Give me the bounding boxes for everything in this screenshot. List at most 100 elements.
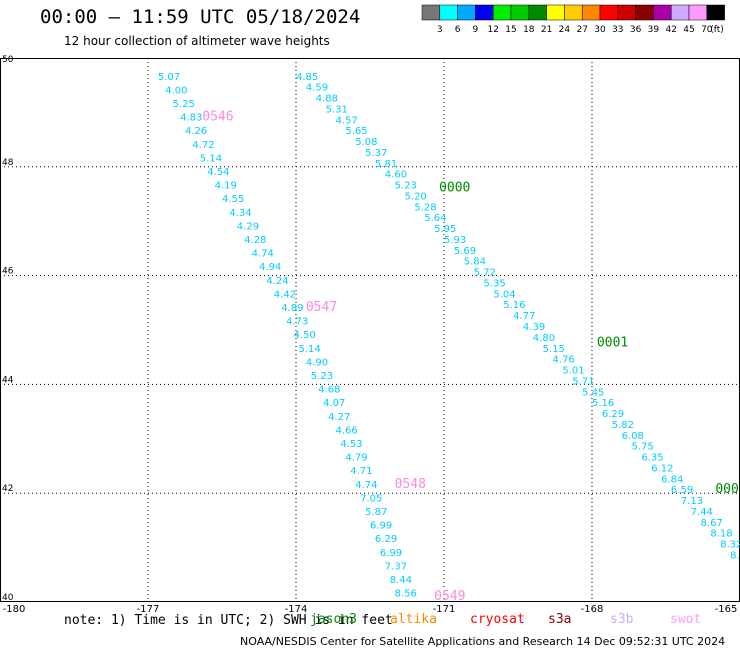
colorbar-label: 12	[487, 25, 498, 35]
pass-time-label: 0548	[395, 477, 426, 492]
colorbar-label: 45	[683, 25, 694, 35]
lat-tick-label: 42	[2, 484, 13, 494]
wave-height-label: 4.26	[185, 126, 207, 137]
wave-height-label: 5.72	[474, 268, 496, 279]
wave-height-label: 4.54	[207, 167, 229, 178]
wave-height-label: 4.42	[274, 289, 296, 300]
colorbar-swatch	[653, 4, 672, 21]
lon-tick-label: -174	[285, 604, 308, 615]
wave-height-label: 4.28	[244, 235, 266, 246]
wave-height-label: 4.68	[318, 385, 340, 396]
wave-height-label: 5.45	[582, 387, 604, 398]
wave-height-label: 5.01	[562, 366, 584, 377]
wave-height-label: 4.53	[340, 439, 362, 450]
wave-height-label: 5.25	[173, 99, 195, 110]
wave-height-label: 8.67	[701, 518, 723, 529]
colorbar-label: 70	[701, 25, 713, 35]
wave-height-label: 5.14	[298, 344, 320, 355]
colorbar-label: 33	[612, 25, 623, 35]
wave-height-label: 5.93	[444, 235, 466, 246]
footer-note: note: 1) Time is in UTC; 2) SWH is in fe…	[64, 613, 393, 628]
colorbar-swatch	[528, 4, 547, 21]
wave-height-label: 5.81	[375, 159, 397, 170]
wave-height-label: 4.83	[180, 113, 202, 124]
colorbar-label: 30	[594, 25, 606, 35]
wave-height-label: 4.71	[350, 466, 372, 477]
wave-height-label: 5.16	[503, 300, 525, 311]
wave-height-label: 4.60	[385, 170, 407, 181]
wave-height-label: 4.34	[229, 208, 251, 219]
wave-height-label: 5.37	[365, 148, 387, 159]
colorbar-label: 9	[473, 25, 479, 35]
wave-height-label: 5.35	[483, 278, 505, 289]
wave-height-label: 6.59	[671, 485, 693, 496]
wave-height-label: 4.27	[328, 412, 350, 423]
colorbar-swatch	[439, 4, 458, 21]
wave-height-label: 5.04	[493, 289, 515, 300]
pass-time-label: 0000	[439, 180, 470, 195]
wave-height-label: 4.50	[294, 330, 316, 341]
lat-tick-label: 50	[2, 55, 14, 65]
wave-height-label: 4.89	[281, 303, 303, 314]
wave-height-label: 5.71	[572, 376, 594, 387]
lon-tick-label: -180	[3, 604, 26, 615]
wave-height-label: 4.74	[355, 480, 377, 491]
wave-height-label: 5.75	[631, 442, 653, 453]
wave-height-label: 5.14	[200, 153, 222, 164]
pass-time-label: 0546	[202, 110, 233, 125]
chart-subtitle: 12 hour collection of altimeter wave hei…	[64, 34, 330, 48]
wave-height-label: 6.84	[661, 474, 683, 485]
colorbar-unit: (ft)	[710, 25, 724, 35]
colorbar-label: 18	[523, 25, 535, 35]
wave-height-label: 4.94	[259, 262, 281, 273]
colorbar-swatch	[564, 4, 583, 21]
colorbar-swatch	[581, 4, 601, 21]
wave-height-label: 5.28	[414, 202, 436, 213]
satellite-legend-jason3: jason3	[310, 612, 357, 627]
pass-time-label: 0002	[715, 482, 740, 497]
wave-height-label: 8.56	[395, 589, 417, 600]
colorbar-label: 36	[630, 25, 642, 35]
wave-height-label: 5.15	[543, 344, 565, 355]
colorbar-swatch	[617, 4, 636, 21]
wave-height-label: 8.65	[730, 550, 740, 561]
satellite-legend-cryosat: cryosat	[470, 612, 525, 627]
wave-height-label: 4.80	[533, 333, 555, 344]
wave-height-label: 7.13	[681, 496, 703, 507]
lon-tick-label: -168	[581, 604, 604, 615]
wave-height-label: 5.23	[395, 181, 417, 192]
lat-tick-label: 46	[2, 267, 14, 277]
lon-tick-label: -177	[137, 604, 160, 615]
colorbar-label: 27	[576, 25, 587, 35]
wave-height-label: 4.74	[252, 249, 274, 260]
colorbar-swatch	[670, 4, 690, 21]
wave-height-label: 7.37	[385, 561, 407, 572]
colorbar-swatch	[510, 4, 530, 21]
colorbar-swatch	[492, 4, 512, 21]
colorbar-swatch	[457, 4, 476, 21]
wave-height-label: 7.44	[691, 507, 713, 518]
chart-title: 00:00 – 11:59 UTC 05/18/2024	[40, 6, 361, 28]
pass-time-label: 0547	[306, 300, 337, 315]
wave-height-label: 4.66	[335, 425, 357, 436]
wave-height-label: 6.99	[380, 548, 402, 559]
wave-height-label: 8.18	[710, 529, 732, 540]
colorbar-label: 24	[559, 25, 571, 35]
wave-height-label: 8.32	[720, 540, 740, 551]
wave-height-label: 5.20	[405, 191, 427, 202]
wave-height-label: 5.23	[311, 371, 333, 382]
wave-height-label: 5.31	[326, 104, 348, 115]
wave-height-label: 4.07	[323, 398, 345, 409]
wave-height-label: 4.85	[296, 72, 318, 83]
wave-height-label: 6.12	[651, 463, 673, 474]
wave-height-label: 4.77	[513, 311, 535, 322]
satellite-legend-swot: swot	[670, 612, 702, 627]
colorbar-label: 3	[437, 25, 443, 35]
wave-height-label: 6.29	[602, 409, 624, 420]
wave-height-label: 4.24	[266, 276, 288, 287]
wave-height-label: 7.05	[360, 493, 382, 504]
wave-height-label: 5.08	[355, 137, 377, 148]
wave-height-label: 5.87	[365, 507, 387, 518]
colorbar-label: 42	[665, 25, 676, 35]
colorbar-swatch	[475, 4, 494, 21]
